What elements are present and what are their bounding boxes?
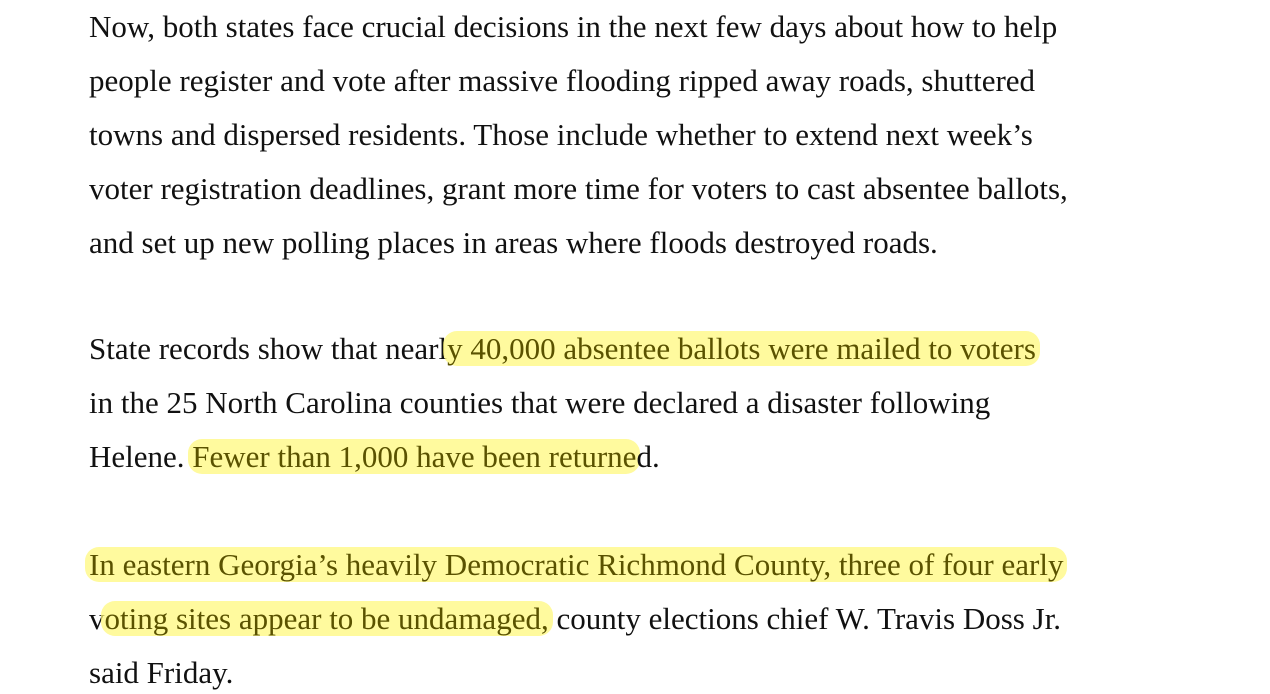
text-line: people register and vote after massive f… <box>89 63 1036 98</box>
text-line: State records show that nearly 40,000 ab… <box>89 322 1040 376</box>
paragraph-richmond-county: In eastern Georgia’s heavily Democratic … <box>85 538 1068 694</box>
text-segment: State records show that nearl <box>89 331 448 366</box>
text-line: towns and dispersed residents. Those inc… <box>89 117 1033 152</box>
text-segment: d. <box>636 439 660 474</box>
highlight-richmond-county: In eastern Georgia’s heavily Democratic … <box>85 547 1068 582</box>
highlight-voting-sites: oting sites appear to be undamaged, <box>100 601 553 636</box>
highlight-ballots-mailed: y 40,000 absentee ballots were mailed to… <box>443 331 1040 366</box>
text-line: in the 25 North Carolina counties that w… <box>89 385 991 420</box>
text-line: Helene. Fewer than 1,000 have been retur… <box>89 430 1036 484</box>
paragraph-flooding-decisions: Now, both states face crucial decisions … <box>89 0 1068 270</box>
text-line: said Friday. <box>89 655 234 690</box>
text-segment: Helene. <box>89 439 193 474</box>
text-line: Now, both states face crucial decisions … <box>89 9 1058 44</box>
text-line: voting sites appear to be undamaged, cou… <box>89 592 1063 646</box>
text-line: voter registration deadlines, grant more… <box>89 171 1068 206</box>
text-segment: county elections chief W. Travis Doss Jr… <box>548 601 1062 636</box>
highlight-ballots-returned: Fewer than 1,000 have been returne <box>188 439 641 474</box>
text-segment: v <box>89 601 105 636</box>
paragraph-absentee-ballots: State records show that nearly 40,000 ab… <box>89 322 1040 484</box>
text-line: and set up new polling places in areas w… <box>89 225 938 260</box>
text-line: In eastern Georgia’s heavily Democratic … <box>85 538 1068 592</box>
